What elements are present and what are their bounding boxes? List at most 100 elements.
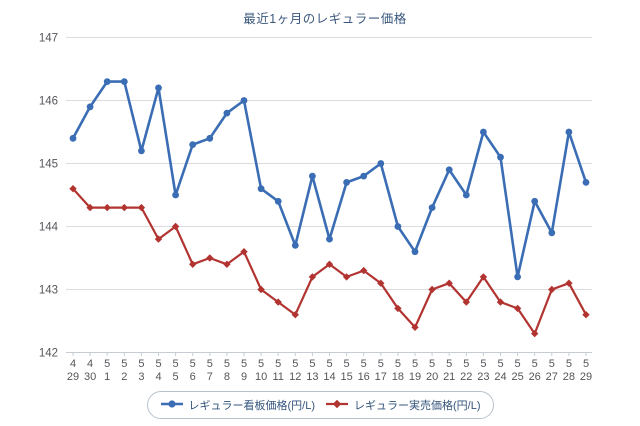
x-axis-label-month: 5 bbox=[583, 358, 589, 370]
data-point-actual bbox=[206, 254, 214, 262]
data-point-actual bbox=[513, 304, 522, 313]
data-point-actual bbox=[308, 273, 317, 281]
x-axis-label-day: 11 bbox=[272, 371, 283, 383]
x-axis-label-day: 7 bbox=[207, 371, 213, 383]
x-axis-label-month: 5 bbox=[515, 358, 521, 370]
data-point-signboard bbox=[360, 172, 368, 180]
data-point-actual bbox=[120, 203, 128, 212]
x-axis-label-day: 13 bbox=[306, 371, 318, 383]
legend-label-actual-price: レギュラー実売価格(円/L) bbox=[354, 400, 481, 412]
data-point-actual bbox=[360, 266, 368, 275]
data-point-signboard bbox=[155, 84, 162, 92]
x-axis-label-day: 8 bbox=[224, 371, 230, 383]
red-line-diamond-marker-icon bbox=[325, 396, 349, 414]
blue-line-circle-marker-icon bbox=[160, 396, 184, 414]
data-point-signboard bbox=[497, 153, 504, 161]
data-point-signboard bbox=[274, 197, 282, 205]
y-axis-label: 142 bbox=[39, 348, 58, 360]
x-axis-label-day: 5 bbox=[173, 371, 179, 383]
data-point-actual bbox=[462, 298, 470, 306]
x-axis-label-month: 5 bbox=[549, 358, 555, 370]
data-point-actual bbox=[582, 311, 590, 319]
data-point-signboard bbox=[120, 78, 128, 85]
x-axis-label-month: 5 bbox=[309, 358, 315, 370]
x-axis-label-day: 6 bbox=[190, 371, 196, 383]
x-axis-label-day: 15 bbox=[340, 371, 352, 383]
x-axis-label-day: 1 bbox=[104, 371, 110, 383]
legend-item-signboard-price[interactable]: レギュラー看板価格(円/L) bbox=[160, 396, 316, 414]
data-point-actual bbox=[103, 203, 111, 212]
x-axis-label-month: 5 bbox=[241, 358, 247, 370]
data-point-actual bbox=[154, 235, 163, 243]
x-axis-label-day: 29 bbox=[580, 371, 592, 383]
legend-item-actual-price[interactable]: レギュラー実売価格(円/L) bbox=[325, 396, 481, 414]
x-axis-label-day: 30 bbox=[84, 371, 96, 383]
data-point-signboard bbox=[343, 179, 350, 186]
data-point-actual bbox=[394, 304, 402, 313]
x-axis-label-day: 10 bbox=[255, 371, 267, 383]
chart-legend: レギュラー看板価格(円/L) レギュラー実売価格(円/L) bbox=[0, 391, 640, 419]
x-axis-label-month: 5 bbox=[258, 358, 264, 370]
data-point-signboard bbox=[428, 204, 436, 212]
data-point-actual bbox=[69, 185, 77, 193]
x-axis-label-day: 12 bbox=[289, 371, 301, 383]
data-point-actual bbox=[240, 248, 248, 256]
y-axis-label: 145 bbox=[39, 159, 58, 171]
data-point-actual bbox=[189, 260, 197, 268]
data-point-actual bbox=[565, 279, 573, 287]
x-axis-label-month: 5 bbox=[446, 358, 452, 370]
x-axis-label-day: 3 bbox=[138, 371, 144, 383]
x-axis-label-month: 5 bbox=[190, 358, 196, 370]
data-point-signboard bbox=[531, 197, 539, 205]
x-axis-label-month: 4 bbox=[87, 358, 93, 370]
x-axis-label-month: 5 bbox=[275, 358, 281, 370]
x-axis-label-month: 5 bbox=[292, 358, 298, 370]
x-axis-label-day: 16 bbox=[358, 371, 370, 383]
data-point-actual bbox=[291, 311, 299, 319]
data-point-signboard bbox=[394, 223, 402, 230]
data-point-actual bbox=[274, 298, 282, 306]
chart-title: 最近1ヶ月のレギュラー価格 bbox=[243, 12, 407, 26]
data-point-actual bbox=[531, 329, 539, 338]
data-point-signboard bbox=[411, 248, 419, 256]
y-axis-label: 144 bbox=[39, 222, 59, 234]
x-axis-label-day: 25 bbox=[511, 371, 523, 383]
x-axis-label-day: 17 bbox=[375, 371, 387, 383]
y-axis-label: 146 bbox=[39, 96, 58, 108]
data-point-actual bbox=[86, 203, 94, 212]
x-axis-label-day: 20 bbox=[426, 371, 438, 383]
x-axis-label-day: 28 bbox=[563, 371, 575, 383]
x-axis-label-day: 23 bbox=[477, 371, 489, 383]
x-axis-label-month: 5 bbox=[361, 358, 367, 370]
x-axis-label-month: 5 bbox=[412, 358, 418, 370]
x-axis-label-month: 5 bbox=[429, 358, 435, 370]
x-axis-label-day: 19 bbox=[409, 371, 421, 383]
data-point-actual bbox=[325, 260, 334, 268]
legend-label-signboard-price: レギュラー看板価格(円/L) bbox=[188, 400, 316, 412]
y-axis-label: 143 bbox=[39, 285, 58, 297]
data-point-actual bbox=[428, 285, 436, 294]
x-axis-label-month: 5 bbox=[463, 358, 469, 370]
data-point-signboard bbox=[69, 134, 77, 142]
x-axis-label-day: 29 bbox=[67, 371, 79, 383]
x-axis-label-day: 9 bbox=[241, 371, 247, 383]
x-axis-label-day: 24 bbox=[494, 371, 506, 383]
x-axis-label-day: 18 bbox=[392, 371, 404, 383]
x-axis-label-month: 5 bbox=[173, 358, 179, 370]
x-axis-label-month: 5 bbox=[480, 358, 486, 370]
data-point-signboard bbox=[172, 191, 180, 199]
data-point-actual bbox=[342, 273, 351, 281]
x-axis-label-month: 4 bbox=[70, 358, 76, 370]
data-point-signboard bbox=[326, 235, 333, 243]
series-line-signboard bbox=[71, 80, 588, 279]
x-axis-label-day: 26 bbox=[529, 371, 541, 383]
data-point-signboard bbox=[514, 273, 521, 281]
x-axis-label-day: 4 bbox=[155, 371, 161, 383]
data-point-actual bbox=[548, 285, 556, 294]
data-point-signboard bbox=[377, 160, 385, 167]
data-point-actual bbox=[171, 222, 180, 231]
data-point-signboard bbox=[565, 128, 573, 136]
data-point-signboard bbox=[223, 109, 231, 117]
data-point-signboard bbox=[462, 191, 470, 199]
